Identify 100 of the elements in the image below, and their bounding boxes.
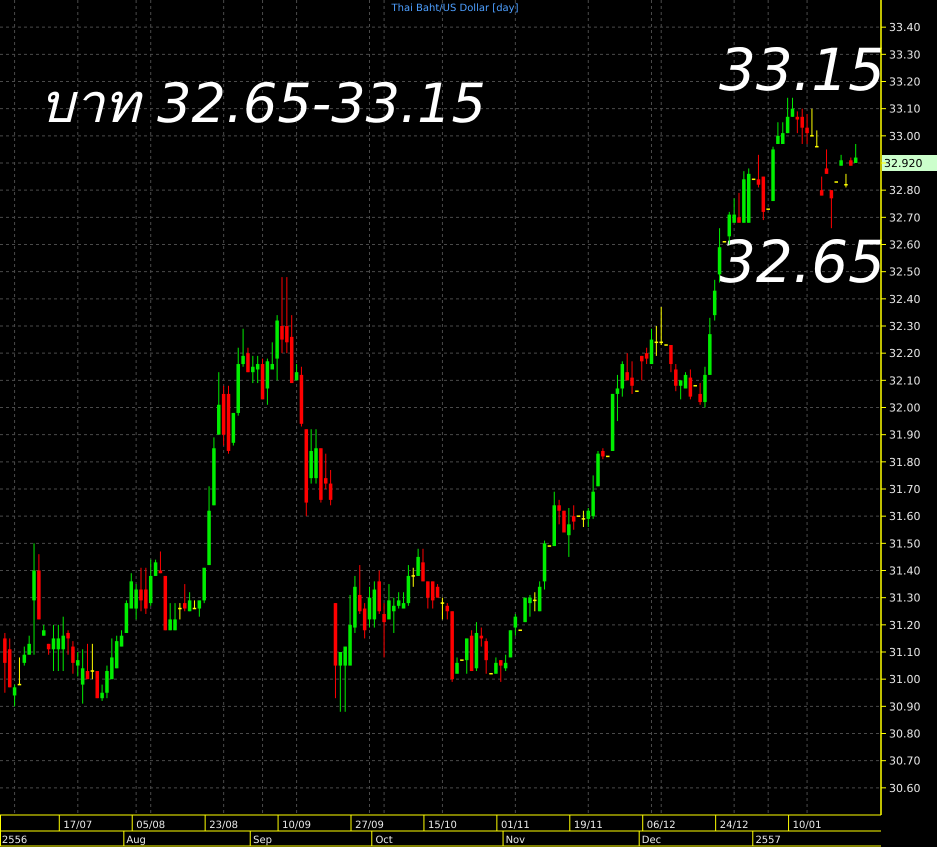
y-tick-label: 31.60: [889, 510, 920, 524]
candlestick: [382, 602, 386, 658]
candlestick: [440, 597, 444, 620]
candlestick: [100, 684, 104, 702]
candlestick: [499, 660, 503, 682]
y-tick-label: 32.50: [889, 266, 920, 279]
candlestick: [183, 584, 186, 612]
candlestick: [484, 638, 488, 674]
candlestick: [562, 510, 566, 533]
candlestick: [158, 550, 162, 574]
candlestick: [572, 504, 576, 530]
x-tick-label: 05/08: [136, 820, 166, 831]
candlestick: [198, 600, 202, 618]
candlestick: [824, 148, 828, 174]
y-tick-label: 30.60: [889, 782, 920, 795]
x-tick-label: Dec: [642, 835, 662, 846]
y-tick-label: 33.30: [889, 48, 920, 62]
candlestick: [421, 548, 425, 582]
y-tick-label: 31.70: [889, 483, 920, 496]
y-tick-label: 32.30: [889, 320, 920, 333]
y-tick-label: 30.70: [889, 754, 920, 768]
x-tick-label: 10/09: [282, 820, 311, 831]
candlestick: [90, 643, 94, 680]
candlestick: [246, 347, 250, 373]
candlestick: [557, 499, 561, 525]
candlestick: [805, 114, 809, 144]
last-price-tag: 32.920: [882, 155, 937, 171]
candlestick: [154, 559, 158, 576]
x-tick-label: 15/10: [428, 820, 457, 831]
y-tick-label: 32.10: [889, 374, 920, 388]
x-tick-label: Aug: [126, 835, 146, 846]
candlestick: [446, 602, 450, 620]
y-tick-label: 33.10: [889, 102, 920, 116]
candlestick: [86, 643, 90, 680]
y-tick-label: 30.80: [889, 728, 920, 740]
x-tick-label: Sep: [253, 835, 272, 846]
y-tick-label: 31.80: [889, 456, 920, 469]
candlestick: [18, 656, 22, 686]
candlestick: [820, 176, 824, 196]
candlestick: [601, 448, 605, 460]
candlestick: [737, 192, 741, 224]
x-tick-label: 24/12: [720, 820, 749, 831]
candlestick: [582, 510, 586, 528]
y-tick-label: 31.50: [889, 537, 920, 550]
y-tick-label: 31.10: [889, 646, 920, 659]
candlestick: [514, 613, 518, 636]
candlestick: [480, 627, 484, 648]
candlestick: [71, 640, 75, 674]
x-tick-label: 01/11 Nov: [500, 820, 530, 846]
y-tick-label: 31.90: [889, 428, 920, 442]
candlestick: [669, 344, 673, 373]
y-tick-label: 32.40: [889, 292, 920, 306]
candlestick: [810, 108, 814, 137]
candlestick: [188, 592, 192, 612]
candlestick: [412, 567, 416, 588]
candlestick: [464, 638, 468, 674]
candlestick: [854, 143, 858, 164]
y-tick-label: 31.40: [889, 564, 920, 578]
candlestick: [328, 469, 332, 506]
candlestick: [698, 382, 702, 406]
candlestick: [815, 130, 819, 148]
candlestick: [22, 646, 26, 666]
candlestick: [494, 656, 498, 674]
candlestick: [416, 548, 420, 576]
candlestick: [192, 600, 196, 610]
y-tick-label: 31.30: [889, 592, 920, 605]
chart-title: Thai Baht/US Dollar [day]: [390, 3, 519, 14]
candlestick: [688, 368, 692, 400]
y-tick-label: 32.60: [889, 238, 920, 252]
candlestick: [80, 648, 84, 704]
x-tick-label: 10/01: [792, 820, 822, 831]
y-tick-label: 33.40: [889, 21, 920, 34]
y-tick-label: 33.00: [889, 130, 920, 143]
x-tick-label: 2556: [2, 835, 28, 846]
candlestick: [294, 364, 298, 381]
y-tick-label: 30.90: [889, 700, 920, 714]
x-tick-label: Oct: [375, 835, 393, 846]
candlestick: [830, 190, 834, 229]
candlestick: [616, 374, 620, 422]
candlestick: [27, 635, 31, 656]
candlestick: [76, 652, 80, 677]
x-tick-label: 27/09: [355, 820, 384, 831]
candlestick: [844, 173, 848, 188]
y-tick-label: 33.20: [889, 76, 920, 88]
candlestick: [12, 684, 16, 707]
y-tick-label: 32.70: [889, 211, 920, 224]
candlestick: [567, 508, 571, 558]
x-tick-label: 06/12: [646, 820, 676, 831]
x-tick-label: 19/11: [574, 820, 603, 831]
candlestick: [455, 656, 459, 674]
candlestick: [241, 328, 245, 368]
x-tick-label: 23/08: [209, 820, 238, 831]
y-tick-label: 32.20: [889, 347, 920, 360]
candlestick: [504, 654, 508, 672]
annotation: บาท 32.65-33.15: [40, 72, 486, 135]
x-tick-label: 17/07: [63, 820, 92, 831]
candlestick: [674, 364, 678, 392]
x-tick-label: 2557: [755, 835, 781, 846]
candlestick: [178, 602, 182, 620]
candlestick: [66, 630, 70, 656]
